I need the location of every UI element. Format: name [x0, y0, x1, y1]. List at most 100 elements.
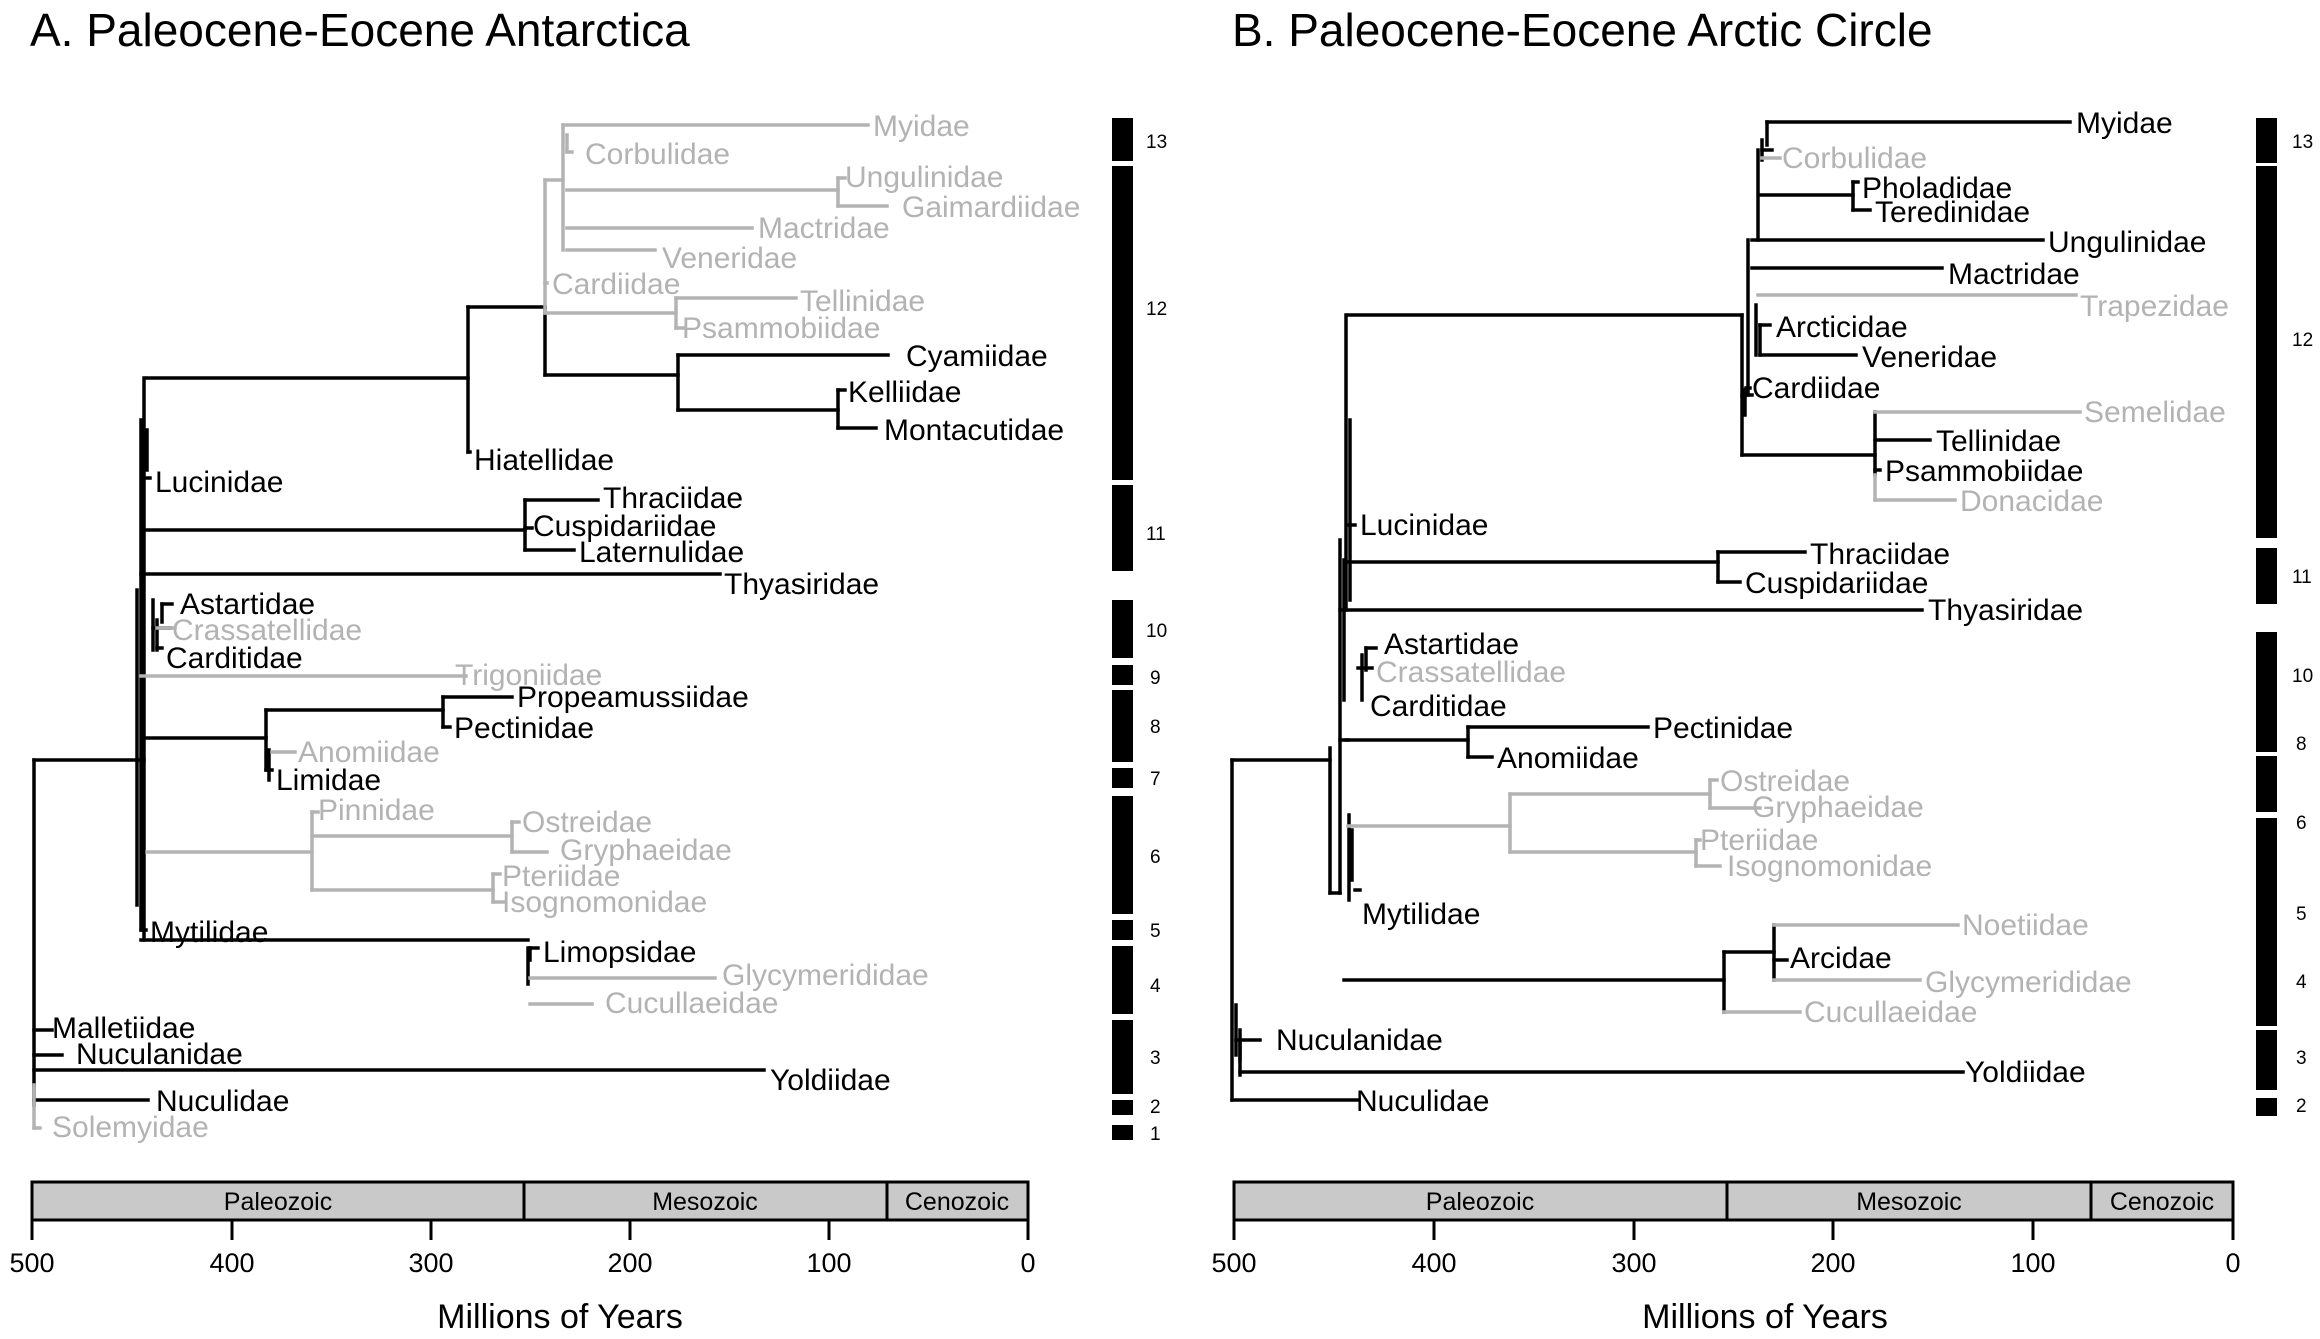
- taxon-label: Pectinidae: [454, 712, 594, 745]
- panel-b-axis: [1232, 1220, 2235, 1240]
- taxon-label: Myidae: [873, 110, 970, 143]
- panel-a-axis: [30, 1220, 1030, 1240]
- taxon-label: Veneridae: [662, 242, 797, 275]
- taxon-label: Mytilidae: [1362, 898, 1480, 931]
- taxon-label: Yoldiidae: [770, 1064, 891, 1097]
- taxon-label: Tellinidae: [1936, 425, 2061, 458]
- taxon-label: Nuculanidae: [1276, 1024, 1443, 1057]
- era-label: Mesozoic: [1856, 1188, 1962, 1216]
- panel-b-tree-present: [1230, 120, 2072, 1102]
- taxon-label: Gaimardiidae: [902, 191, 1080, 224]
- clade-number: 3: [2296, 1048, 2307, 1069]
- taxon-label: Myidae: [2076, 107, 2173, 140]
- era-label: Cenozoic: [2110, 1188, 2214, 1216]
- clade-number: 6: [2296, 813, 2307, 834]
- taxon-label: Mytilidae: [150, 916, 268, 949]
- taxon-label: Cucullaeidae: [605, 987, 778, 1020]
- tick-label: 0: [1020, 1248, 1035, 1278]
- taxon-label: Cucullaeidae: [1804, 996, 1977, 1029]
- taxon-label: Lucinidae: [155, 466, 283, 499]
- tick-label: 100: [2010, 1248, 2055, 1278]
- tick-label: 300: [1611, 1248, 1656, 1278]
- panel-b: B. Paleocene-Eocene Arctic Circle: [1211, 4, 2313, 1336]
- taxon-label: Isognomonidae: [502, 886, 707, 919]
- taxon-label: Ungulinidae: [845, 161, 1003, 194]
- clade-number: 13: [2292, 132, 2313, 153]
- clade-number: 10: [2292, 666, 2313, 687]
- taxon-label: Ostreidae: [522, 806, 652, 839]
- tick-label: 500: [9, 1248, 54, 1278]
- taxon-label: Anomiidae: [1497, 742, 1639, 775]
- era-label: Paleozoic: [224, 1188, 332, 1216]
- taxon-label: Malletiidae: [52, 1012, 195, 1045]
- panel-b-era-bar: Paleozoic Mesozoic Cenozoic: [1232, 1180, 2235, 1222]
- tick-label: 400: [1411, 1248, 1456, 1278]
- clade-number: 8: [2296, 734, 2307, 755]
- tick-label: 0: [2225, 1248, 2240, 1278]
- clade-number: 12: [2292, 330, 2313, 351]
- taxon-label: Nuculidae: [156, 1085, 289, 1118]
- taxon-label: Gryphaeidae: [1752, 791, 1924, 824]
- tick-label: 200: [607, 1248, 652, 1278]
- taxon-label: Thyasiridae: [724, 568, 879, 601]
- panel-b-taxa: Myidae Corbulidae Pholadidae Teredinidae…: [1276, 107, 2229, 1118]
- tick-label: 500: [1211, 1248, 1256, 1278]
- taxon-label: Mactridae: [1948, 258, 2080, 291]
- taxon-label: Ungulinidae: [2048, 226, 2206, 259]
- taxon-label: Anomiidae: [298, 736, 440, 769]
- taxon-label: Arcticidae: [1776, 311, 1908, 344]
- panel-b-clade-blocks: 13 12 11 10 8 6 5 4 3 2: [2256, 118, 2313, 1117]
- taxon-label: Corbulidae: [1782, 142, 1927, 175]
- panel-a-era-bar: Paleozoic Mesozoic Cenozoic: [30, 1180, 1030, 1222]
- panel-b-tick-labels: 500 400 300 200 100 0: [1211, 1248, 2240, 1278]
- taxon-label: Solemyidae: [52, 1111, 209, 1144]
- taxon-label: Hiatellidae: [474, 444, 614, 477]
- clade-number: 4: [1150, 976, 1161, 997]
- taxon-label: Isognomonidae: [1727, 850, 1932, 883]
- taxon-label: Trigoniidae: [455, 659, 602, 692]
- taxon-label: Laternulidae: [579, 536, 744, 569]
- taxon-label: Arcidae: [1790, 942, 1892, 975]
- taxon-label: Glycymerididae: [722, 959, 929, 992]
- taxon-label: Astartidae: [180, 588, 315, 621]
- panel-a-axis-label: Millions of Years: [437, 1298, 683, 1336]
- panel-a-clade-blocks: 13 12 11 10 9 8 7 6 5 4 3 2 1: [1112, 118, 1167, 1145]
- taxon-label: Carditidae: [166, 642, 303, 675]
- taxon-label: Carditidae: [1370, 690, 1507, 723]
- tick-label: 300: [408, 1248, 453, 1278]
- taxon-label: Propeamussiidae: [517, 681, 749, 714]
- panel-a: A. Paleocene-Eocene Antarctica: [9, 4, 1167, 1336]
- clade-number: 12: [1146, 299, 1167, 320]
- taxon-label: Noetiidae: [1962, 909, 2089, 942]
- taxon-label: Pinnidae: [318, 794, 435, 827]
- tick-label: 100: [806, 1248, 851, 1278]
- taxon-label: Teredinidae: [1875, 196, 2030, 229]
- taxon-label: Ostreidae: [1720, 765, 1850, 798]
- clade-number: 7: [1150, 769, 1161, 790]
- panel-a-tree-present: [32, 305, 890, 1107]
- taxon-label: Thraciidae: [603, 482, 743, 515]
- taxon-label: Cuspidariidae: [533, 510, 716, 543]
- taxon-label: Trapezidae: [2080, 290, 2229, 323]
- taxon-label: Gryphaeidae: [560, 834, 732, 867]
- taxon-label: Pectinidae: [1653, 712, 1793, 745]
- clade-number: 3: [1150, 1048, 1161, 1069]
- panel-a-tree-absent: [32, 123, 889, 1130]
- taxon-label: Psammobiidae: [1885, 455, 2083, 488]
- clade-number: 13: [1146, 132, 1167, 153]
- panel-b-title: B. Paleocene-Eocene Arctic Circle: [1232, 4, 1933, 56]
- taxon-label: Psammobiidae: [682, 312, 880, 345]
- panel-a-title: A. Paleocene-Eocene Antarctica: [30, 4, 690, 56]
- clade-number: 4: [2296, 972, 2307, 993]
- clade-number: 5: [1150, 921, 1161, 942]
- taxon-label: Montacutidae: [884, 414, 1064, 447]
- clade-number: 9: [1150, 668, 1161, 689]
- taxon-label: Crassatellidae: [1376, 656, 1566, 689]
- panel-b-tree-absent: [1346, 156, 2082, 1014]
- taxon-label: Nuculidae: [1356, 1085, 1489, 1118]
- taxon-label: Thraciidae: [1810, 538, 1950, 571]
- taxon-label: Corbulidae: [585, 138, 730, 171]
- taxon-label: Nuculanidae: [76, 1038, 243, 1071]
- tick-label: 400: [209, 1248, 254, 1278]
